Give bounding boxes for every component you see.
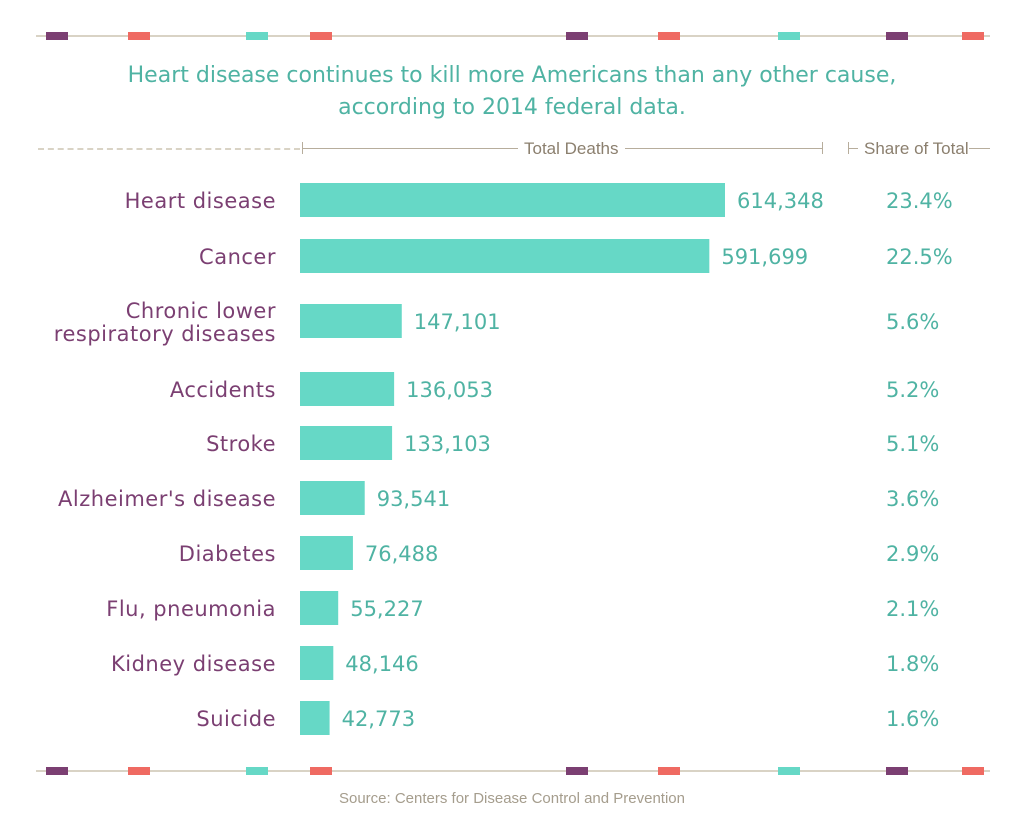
share-label: 5.6% xyxy=(886,310,939,334)
category-label: Cancer xyxy=(199,245,276,269)
value-label: 48,146 xyxy=(345,652,418,676)
share-header-cap xyxy=(848,142,849,154)
bottom-tick xyxy=(46,767,68,775)
share-label: 1.8% xyxy=(886,652,939,676)
source-note: Source: Centers for Disease Control and … xyxy=(338,790,685,807)
bottom-tick xyxy=(246,767,268,775)
top-tick xyxy=(886,32,908,40)
share-label: 1.6% xyxy=(886,707,939,731)
value-label: 42,773 xyxy=(342,707,415,731)
bar xyxy=(300,372,395,406)
header-dashed-line xyxy=(38,148,300,150)
bar xyxy=(300,183,725,217)
share-of-total-header: Share of Total xyxy=(858,137,969,161)
top-tick xyxy=(310,32,332,40)
top-tick xyxy=(962,32,984,40)
bar xyxy=(300,536,353,570)
bar xyxy=(300,239,710,273)
share-label: 5.2% xyxy=(886,378,939,402)
category-label: Suicide xyxy=(196,707,276,731)
bottom-tick xyxy=(886,767,908,775)
chart-title-line-2: according to 2014 federal data. xyxy=(338,95,686,120)
share-label: 22.5% xyxy=(886,245,953,269)
category-label: Alzheimer's disease xyxy=(58,487,276,511)
total-deaths-header: Total Deaths xyxy=(518,137,625,161)
top-tick xyxy=(46,32,68,40)
top-tick xyxy=(566,32,588,40)
category-label: Diabetes xyxy=(179,542,276,566)
category-label: Kidney disease xyxy=(111,652,276,676)
share-label: 23.4% xyxy=(886,189,953,213)
bar xyxy=(300,591,339,625)
top-tick xyxy=(246,32,268,40)
share-label: 5.1% xyxy=(886,432,939,456)
category-label: Stroke xyxy=(206,432,276,456)
category-label: Heart disease xyxy=(125,189,276,213)
bottom-tick xyxy=(310,767,332,775)
value-label: 136,053 xyxy=(406,378,493,402)
value-label: 133,103 xyxy=(404,432,491,456)
value-label: 55,227 xyxy=(350,597,423,621)
total-deaths-header-cap-left xyxy=(302,142,303,154)
bar xyxy=(300,701,330,735)
bottom-tick xyxy=(566,767,588,775)
top-tick xyxy=(658,32,680,40)
bar xyxy=(300,481,365,515)
value-label: 147,101 xyxy=(414,310,501,334)
share-label: 2.9% xyxy=(886,542,939,566)
total-deaths-header-cap-right xyxy=(822,142,823,154)
bottom-tick xyxy=(778,767,800,775)
top-decorative-rule xyxy=(36,35,990,37)
bottom-tick xyxy=(128,767,150,775)
value-label: 76,488 xyxy=(365,542,438,566)
top-tick xyxy=(778,32,800,40)
category-label: Chronic lower respiratory diseases xyxy=(54,299,276,346)
category-label: Flu, pneumonia xyxy=(106,597,276,621)
bottom-tick xyxy=(962,767,984,775)
share-label: 3.6% xyxy=(886,487,939,511)
value-label: 614,348 xyxy=(737,189,824,213)
bar xyxy=(300,304,402,338)
bar xyxy=(300,646,334,680)
share-label: 2.1% xyxy=(886,597,939,621)
chart-title-line-1: Heart disease continues to kill more Ame… xyxy=(127,63,897,88)
value-label: 93,541 xyxy=(377,487,450,511)
value-label: 591,699 xyxy=(721,245,808,269)
chart-title: Heart disease continues to kill more Ame… xyxy=(0,60,1024,124)
bar xyxy=(300,426,393,460)
bottom-tick xyxy=(658,767,680,775)
bottom-decorative-rule xyxy=(36,770,990,772)
top-tick xyxy=(128,32,150,40)
category-label: Accidents xyxy=(170,378,276,402)
